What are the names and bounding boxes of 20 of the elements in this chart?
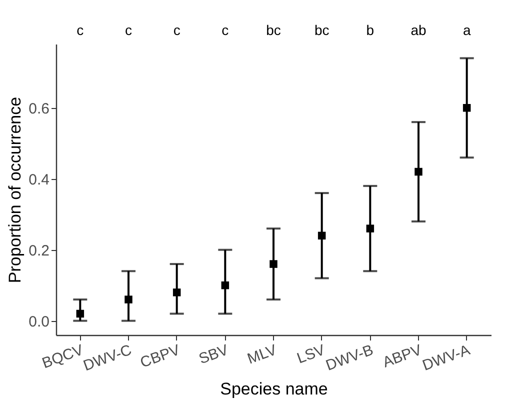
x-tick-label: DWV-B: [324, 342, 376, 374]
y-tick-label: 0.0: [28, 313, 50, 330]
y-axis-title: Proportion of occurrence: [6, 96, 25, 284]
text: c: [222, 22, 229, 38]
text: bc: [266, 22, 281, 38]
y-tick-label: 0.6: [28, 100, 50, 118]
text: b: [366, 22, 374, 38]
text: bc: [314, 22, 330, 38]
x-tick-label: SBV: [196, 342, 231, 368]
text: a: [462, 22, 471, 38]
x-tick-label: CBPV: [138, 342, 182, 372]
y-tick-label: 0.2: [28, 242, 50, 260]
y-tick-label: 0.4: [28, 171, 50, 188]
x-axis-title: Species name: [220, 380, 328, 399]
x-tick-label: DWV-C: [81, 342, 134, 375]
text: c: [173, 22, 180, 38]
text: ab: [410, 22, 426, 38]
text: c: [76, 22, 84, 38]
text: c: [125, 22, 132, 38]
x-tick-label: MLV: [245, 342, 279, 368]
